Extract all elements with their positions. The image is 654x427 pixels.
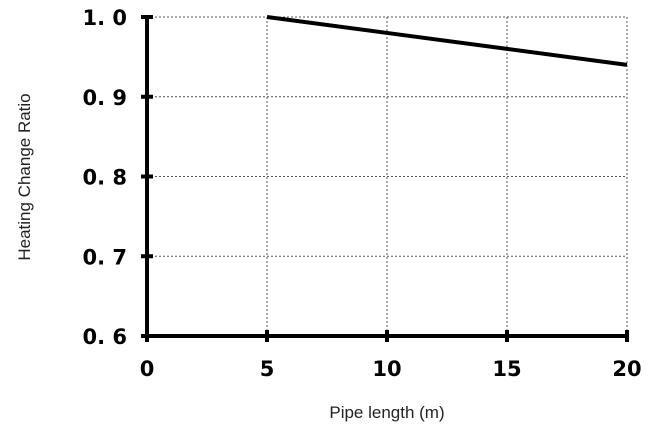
y-tick-label: 0. 9 xyxy=(82,86,127,110)
axes xyxy=(141,15,629,342)
y-tick-labels: 0. 6 0. 7 0. 8 0. 9 1. 0 xyxy=(82,6,127,349)
x-axis-title: Pipe length (m) xyxy=(329,403,444,422)
y-axis-title: Heating Change Ratio xyxy=(15,93,34,260)
y-tick-label: 0. 6 xyxy=(82,325,127,349)
x-tick-labels: 0 5 10 15 20 xyxy=(140,357,642,381)
series-line xyxy=(266,15,628,67)
x-tick-label: 0 xyxy=(140,357,155,381)
y-tick-label: 1. 0 xyxy=(82,6,127,30)
y-tick-label: 0. 8 xyxy=(82,166,127,190)
x-tick-label: 15 xyxy=(492,357,521,381)
x-tick-label: 5 xyxy=(260,357,275,381)
series-layer xyxy=(266,15,628,67)
y-tick-label: 0. 7 xyxy=(82,245,127,269)
x-tick-label: 20 xyxy=(612,357,641,381)
x-tick-label: 10 xyxy=(372,357,401,381)
grid-lines xyxy=(147,16,628,336)
